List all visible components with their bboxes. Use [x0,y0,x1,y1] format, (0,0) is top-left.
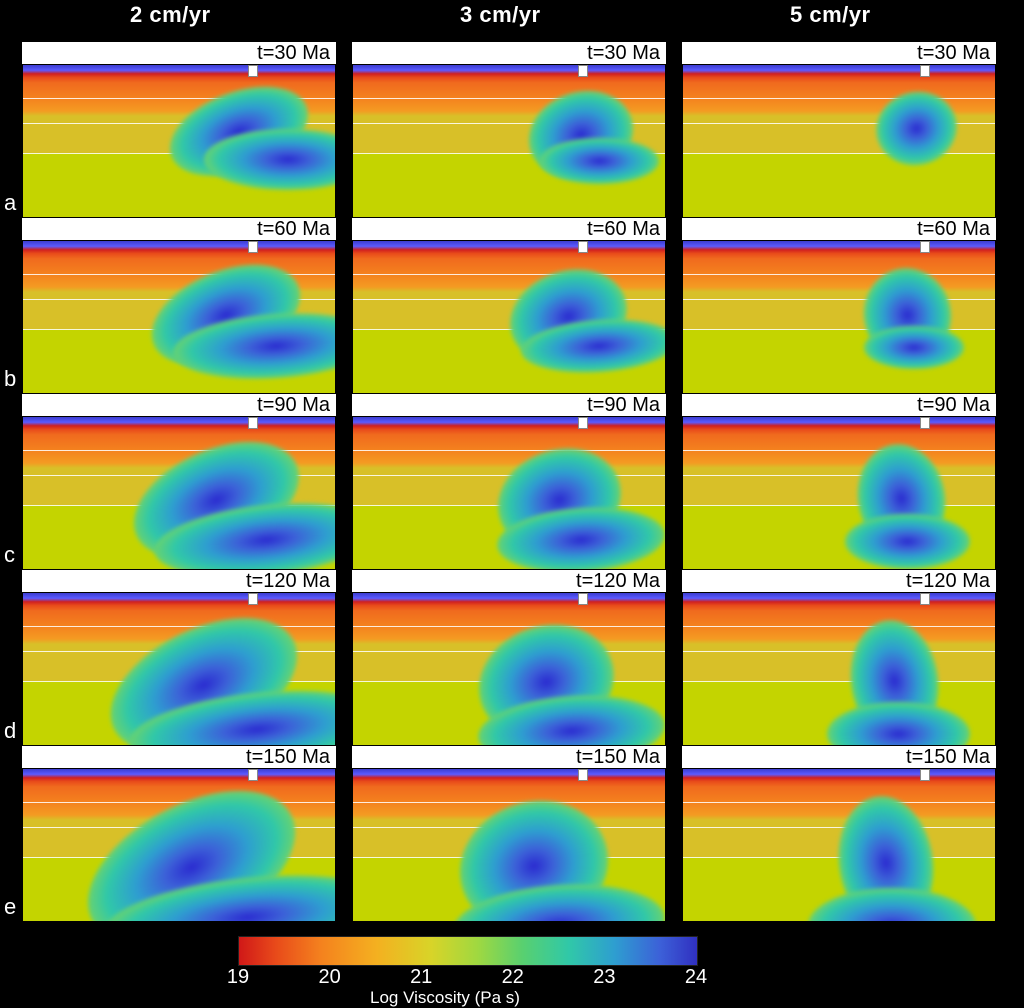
panel-r0-c0: t=30 Ma [22,42,336,218]
colorbar-tick: 21 [410,966,432,989]
col-label-0: 2 cm/yr [130,2,211,28]
time-label: t=120 Ma [682,570,996,592]
trench-marker [578,241,588,253]
colorbar-tick: 19 [227,966,249,989]
time-label: t=120 Ma [352,570,666,592]
col-label-2: 5 cm/yr [790,2,871,28]
time-label: t=30 Ma [682,42,996,64]
panel-r1-c2: t=60 Ma [682,218,996,394]
col-label-1: 3 cm/yr [460,2,541,28]
trench-marker [578,65,588,77]
time-label: t=150 Ma [22,746,336,768]
trench-marker [920,65,930,77]
panel-r0-c2: t=30 Ma [682,42,996,218]
time-label: t=90 Ma [682,394,996,416]
colorbar-tick: 24 [685,966,707,989]
time-label: t=90 Ma [352,394,666,416]
panel-columns: t=30 Ma t=60 Ma t=90 Ma t=120 Ma t=150 Ma t=3… [0,42,1024,922]
trench-marker [248,769,258,781]
panel-r0-c1: t=30 Ma [352,42,666,218]
panel-r2-c0: t=90 Ma [22,394,336,570]
trench-marker [578,417,588,429]
panel-r3-c0: t=120 Ma [22,570,336,746]
colorbar-tick: 22 [502,966,524,989]
trench-marker [248,241,258,253]
time-label: t=120 Ma [22,570,336,592]
trench-marker [248,417,258,429]
trench-marker [920,417,930,429]
trench-marker [920,593,930,605]
panel-r4-c0: t=150 Ma [22,746,336,922]
panel-r2-c2: t=90 Ma [682,394,996,570]
colorbar-tick: 23 [593,966,615,989]
time-label: t=60 Ma [682,218,996,240]
time-label: t=150 Ma [352,746,666,768]
time-label: t=30 Ma [352,42,666,64]
trench-marker [920,769,930,781]
time-label: t=60 Ma [352,218,666,240]
trench-marker [248,593,258,605]
panel-r2-c1: t=90 Ma [352,394,666,570]
panel-r1-c1: t=60 Ma [352,218,666,394]
time-label: t=60 Ma [22,218,336,240]
figure-root: 2 cm/yr 3 cm/yr 5 cm/yr a b c d e t=30 M… [0,0,1024,1007]
panel-r3-c2: t=120 Ma [682,570,996,746]
panel-r3-c1: t=120 Ma [352,570,666,746]
trench-marker [578,769,588,781]
trench-marker [578,593,588,605]
colorbar-title: Log Viscosity (Pa s) [370,988,520,1008]
time-label: t=90 Ma [22,394,336,416]
panel-r1-c0: t=60 Ma [22,218,336,394]
colorbar-tick: 20 [318,966,340,989]
colorbar [238,936,698,966]
panel-r4-c2: t=150 Ma [682,746,996,922]
time-label: t=30 Ma [22,42,336,64]
trench-marker [920,241,930,253]
trench-marker [248,65,258,77]
panel-r4-c1: t=150 Ma [352,746,666,922]
time-label: t=150 Ma [682,746,996,768]
